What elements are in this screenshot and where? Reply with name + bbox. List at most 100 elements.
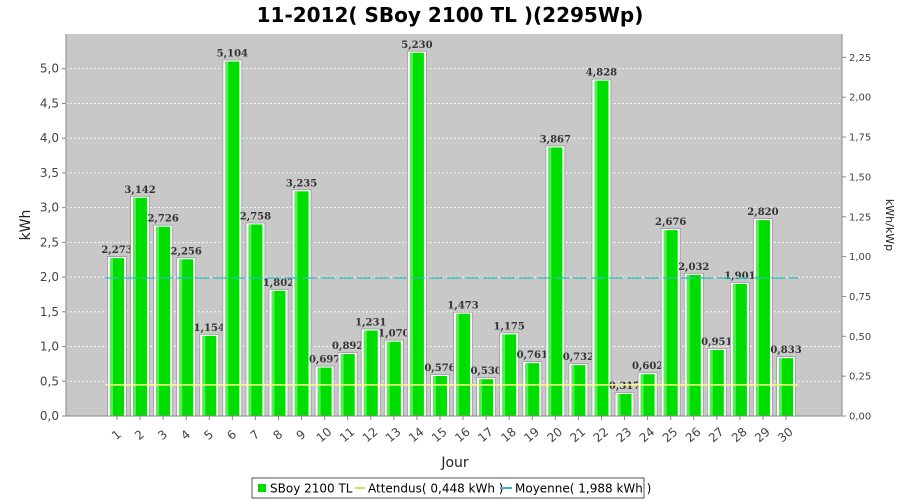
y-tick-label: 0,5: [40, 374, 59, 388]
data-label: 0,732: [563, 352, 594, 363]
x-tick-label: 26: [683, 425, 704, 446]
data-label: 2,820: [747, 207, 778, 218]
bar-group: [753, 218, 773, 417]
y2-tick-label: 0,00: [849, 412, 871, 423]
bar-group: [545, 145, 566, 417]
bar-group: [360, 328, 381, 417]
x-tick-label: 16: [452, 425, 473, 446]
bar-group: [268, 288, 289, 417]
bar-group: [430, 374, 450, 417]
bar: [363, 330, 378, 416]
x-tick-label: 9: [294, 427, 309, 443]
y-tick-label: 3,5: [40, 166, 59, 180]
bar-highlight: [202, 335, 206, 416]
data-label: 0,951: [701, 337, 732, 348]
y2-tick-label: 1,50: [849, 172, 871, 183]
x-axis-label: Jour: [440, 455, 469, 471]
y-tick-label: 1,5: [40, 305, 59, 319]
data-label: 2,726: [147, 214, 178, 225]
bar-group: [729, 282, 750, 417]
bar-highlight: [294, 191, 298, 416]
bar: [779, 358, 794, 416]
legend: SBoy 2100 TL Attendus( 0,448 kWh ) Moyenne…: [251, 477, 651, 499]
data-label: 0,602: [632, 361, 663, 372]
bar-group: [637, 372, 658, 417]
bar-highlight: [502, 334, 506, 416]
y2-tick-label: 1,00: [849, 252, 871, 263]
x-tick-label: 19: [521, 425, 542, 446]
data-label: 1,473: [447, 301, 478, 312]
y-tick-label: 5,0: [40, 62, 59, 76]
x-tick-label: 14: [406, 425, 427, 446]
y-tick-label: 0,0: [40, 409, 59, 423]
data-label: 2,032: [678, 262, 709, 273]
bar: [755, 220, 770, 416]
x-tick-label: 30: [775, 425, 796, 446]
x-tick-label: 27: [706, 425, 727, 446]
bar: [686, 274, 701, 416]
legend-box: [251, 477, 645, 499]
bar: [548, 147, 563, 417]
data-label: 1,175: [494, 321, 525, 332]
y-tick-label: 2,5: [40, 235, 59, 249]
bar-group: [407, 50, 427, 417]
x-tick-label: 17: [475, 425, 496, 446]
data-label: 1,154: [194, 323, 225, 334]
bar: [617, 393, 632, 416]
bar-group: [291, 189, 312, 417]
legend-item-moyenne: Moyenne( 1,988 kWh ): [515, 482, 651, 496]
y2-tick-label: 1,75: [849, 133, 871, 144]
bar-highlight: [317, 367, 321, 416]
y-tick-label: 4,0: [40, 131, 59, 145]
data-label: 0,576: [424, 363, 455, 374]
data-label: 2,676: [655, 217, 686, 228]
bar-highlight: [386, 341, 390, 416]
bar: [663, 230, 678, 416]
bar-group: [222, 59, 243, 417]
x-tick-label: 4: [178, 427, 193, 443]
y2-tick-label: 0,75: [849, 292, 871, 303]
bar-highlight: [548, 147, 552, 417]
bar-group: [245, 222, 266, 417]
bar-highlight: [225, 61, 229, 417]
data-label: 1,070: [378, 329, 409, 340]
data-label: 0,892: [332, 341, 363, 352]
bar: [386, 341, 401, 416]
bar-group: [176, 257, 197, 417]
y2-tick-label: 2,25: [849, 53, 871, 64]
x-tick-label: 22: [591, 425, 612, 446]
data-label: 2,256: [171, 246, 202, 257]
x-tick-label: 13: [383, 425, 404, 446]
y2-tick-label: 0,50: [849, 332, 871, 343]
bar: [709, 349, 724, 416]
x-tick-label: 2: [132, 427, 147, 443]
bar-group: [453, 311, 473, 417]
data-label: 1,802: [263, 278, 294, 289]
data-label: 0,530: [470, 366, 501, 377]
x-tick-label: 24: [637, 425, 658, 446]
data-label: 2,758: [240, 211, 271, 222]
bar: [571, 365, 586, 416]
bar: [133, 197, 148, 416]
bar-group: [660, 228, 681, 417]
x-tick-label: 25: [660, 425, 681, 446]
legend-item-attendus: Attendus( 0,448 kWh ): [368, 482, 503, 496]
bar-highlight: [525, 363, 529, 416]
x-tick-label: 18: [498, 425, 519, 446]
y-tick-label: 3,0: [40, 201, 59, 215]
bar: [732, 283, 747, 416]
x-tick-label: 21: [567, 425, 588, 446]
bar-group: [107, 256, 127, 417]
bar-group: [591, 78, 612, 417]
x-tick-label: 15: [429, 425, 450, 446]
bar-highlight: [179, 259, 183, 416]
y-tick-label: 2,0: [40, 270, 59, 284]
data-label: 5,104: [217, 49, 248, 60]
bar-highlight: [617, 393, 621, 416]
x-tick-label: 12: [360, 425, 381, 446]
bar: [317, 367, 332, 416]
bar: [502, 334, 517, 416]
data-label: 5,230: [401, 40, 432, 51]
data-label: 3,867: [540, 134, 571, 145]
